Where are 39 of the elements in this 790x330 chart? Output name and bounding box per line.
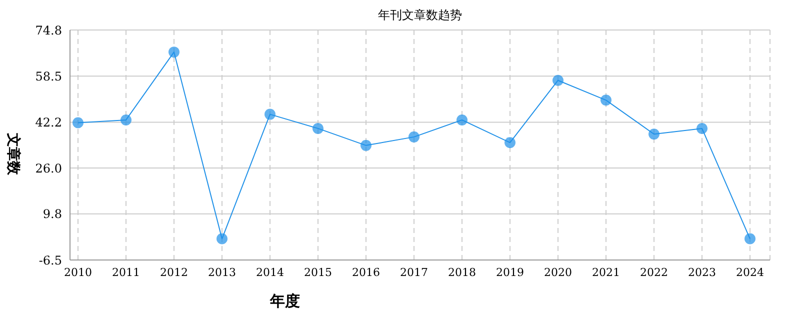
- y-tick-label: 58.5: [35, 69, 62, 84]
- x-tick-label: 2010: [64, 266, 92, 279]
- y-tick-label: 42.2: [35, 115, 62, 130]
- x-tick-label: 2021: [592, 266, 620, 279]
- point: [360, 140, 372, 151]
- x-tick-label: 2015: [304, 266, 332, 279]
- point: [264, 108, 276, 120]
- y-axis-title: 文章数: [4, 132, 22, 177]
- x-tick-label: 2014: [256, 266, 284, 279]
- point: [552, 74, 564, 86]
- x-axis-title: 年度: [270, 292, 300, 311]
- x-tick-label: 2020: [544, 266, 572, 279]
- x-tick-label: 2019: [496, 266, 524, 279]
- point: [696, 122, 708, 134]
- chart-title: 年刊文章数趋势: [377, 7, 463, 24]
- x-tick-label: 2016: [352, 266, 380, 279]
- y-tick-label: 9.8: [42, 207, 62, 222]
- point: [312, 122, 324, 134]
- x-tick-label: 2023: [688, 266, 716, 279]
- point: [408, 131, 420, 142]
- point: [456, 114, 468, 126]
- point: [744, 233, 756, 244]
- x-tick-label: 2011: [112, 266, 140, 279]
- point: [168, 46, 180, 58]
- x-tick-label: 2012: [160, 266, 188, 279]
- x-tick-label: 2024: [736, 266, 764, 279]
- y-tick-label: 26.0: [35, 161, 62, 176]
- point: [216, 233, 228, 244]
- x-tick-label: 2013: [208, 266, 236, 279]
- point: [120, 114, 132, 126]
- point: [600, 94, 612, 106]
- y-tick-label: -6.5: [38, 253, 62, 268]
- x-tick-label: 2018: [448, 266, 476, 279]
- point: [72, 117, 84, 128]
- point: [648, 128, 660, 140]
- point: [504, 137, 516, 148]
- x-tick-label: 2022: [640, 266, 668, 279]
- y-tick-label: 74.8: [35, 23, 62, 38]
- x-tick-label: 2017: [400, 266, 428, 279]
